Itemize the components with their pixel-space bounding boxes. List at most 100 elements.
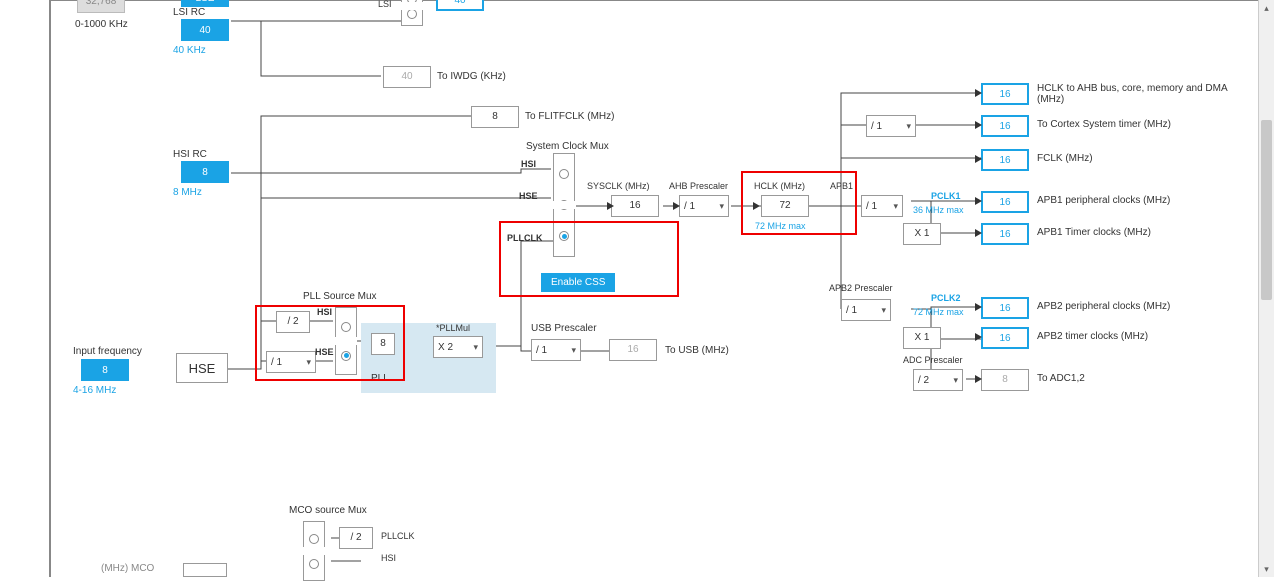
apb2-div-select[interactable]: / 1 ▾ (841, 299, 891, 321)
mco-pllclk: PLLCLK (381, 531, 415, 541)
lse-box: LSE (181, 0, 229, 7)
apb1-mult: X 1 (903, 223, 941, 245)
out-apb2-tim: 16 (981, 327, 1029, 349)
iwdg-value: 40 (383, 66, 431, 88)
sysmux-pll-radio[interactable] (559, 231, 569, 241)
iwdg-label: To IWDG (KHz) (437, 71, 506, 82)
out-apb2-tim-label: APB2 timer clocks (MHz) (1037, 331, 1148, 342)
chevron-down-icon: ▾ (571, 345, 576, 356)
chevron-down-icon: ▾ (306, 357, 311, 368)
out-cortex: 16 (981, 115, 1029, 137)
input-freq-label: Input frequency (73, 346, 142, 357)
sysmux-title: System Clock Mux (526, 141, 609, 152)
out-apb2-per: 16 (981, 297, 1029, 319)
pll-source-mux[interactable] (335, 307, 357, 375)
pllmul-value: X 2 (438, 342, 453, 353)
cortex-div-select[interactable]: / 1 ▾ (866, 115, 916, 137)
out-adc-label: To ADC1,2 (1037, 373, 1085, 384)
out-apb1-tim: 16 (981, 223, 1029, 245)
adc-title: ADC Prescaler (903, 355, 963, 365)
cortex-div-value: / 1 (871, 121, 882, 132)
top-range-label: 0-1000 KHz (75, 19, 128, 30)
lsi-unit: 40 KHz (173, 45, 206, 56)
pclk2-max: 72 MHz max (913, 307, 964, 317)
pclk1-max: 36 MHz max (913, 205, 964, 215)
hclk-value[interactable]: 72 (761, 195, 809, 217)
ahb-title: AHB Prescaler (669, 181, 728, 191)
mco-partial-label: (MHz) MCO (101, 563, 154, 574)
rtc-mux[interactable] (401, 0, 423, 26)
out-apb1-per: 16 (981, 191, 1029, 213)
hclk-max: 72 MHz max (755, 221, 806, 231)
pll-label: PLL (371, 373, 389, 384)
lsi-label: LSI RC (173, 7, 205, 18)
input-freq-value[interactable]: 8 (81, 359, 129, 381)
system-clock-mux[interactable] (553, 153, 575, 257)
pll-src-hse-radio[interactable] (341, 351, 351, 361)
pll-hsi-label: HSI (317, 307, 332, 317)
hsi-label: HSI RC (173, 149, 207, 160)
out-adc: 8 (981, 369, 1029, 391)
mco-title: MCO source Mux (289, 505, 367, 516)
hsi-value[interactable]: 8 (181, 161, 229, 183)
out-apb1-tim-label: APB1 Timer clocks (MHz) (1037, 227, 1151, 238)
sysmux-in1: HSI (521, 159, 536, 169)
apb1-div-value: / 1 (866, 201, 877, 212)
sysmux-in3: PLLCLK (507, 233, 543, 243)
usb-out-value: 16 (609, 339, 657, 361)
chevron-down-icon: ▾ (953, 375, 958, 386)
apb1-div-select[interactable]: / 1 ▾ (861, 195, 903, 217)
usb-div-select[interactable]: / 1 ▾ (531, 339, 581, 361)
scroll-up-icon[interactable]: ▴ (1259, 0, 1274, 16)
out-apb2-per-label: APB2 peripheral clocks (MHz) (1037, 301, 1170, 312)
flitfclk-label: To FLITFCLK (MHz) (525, 111, 614, 122)
mco-mux[interactable] (303, 521, 325, 581)
pll-src-title: PLL Source Mux (303, 291, 377, 302)
scroll-down-icon[interactable]: ▾ (1259, 561, 1274, 577)
sysclk-label: SYSCLK (MHz) (587, 181, 650, 191)
top-gray-value: 32,768 (77, 0, 125, 13)
mco-div2: / 2 (339, 527, 373, 549)
chevron-down-icon: ▾ (881, 305, 886, 316)
hse-div-select[interactable]: / 1 ▾ (266, 351, 316, 373)
adc-div-select[interactable]: / 2 ▾ (913, 369, 963, 391)
pclk2-label: PCLK2 (931, 293, 961, 303)
pll-hse-label: HSE (315, 347, 334, 357)
hse-box[interactable]: HSE (176, 353, 228, 383)
chevron-down-icon: ▾ (893, 201, 898, 212)
lsi-value[interactable]: 40 (181, 19, 229, 41)
vertical-scrollbar[interactable]: ▴ ▾ (1258, 0, 1274, 577)
usb-out-label: To USB (MHz) (665, 345, 729, 356)
lsi-sig-label: LSI (378, 0, 392, 9)
hse-div-value: / 1 (271, 357, 282, 368)
scroll-thumb[interactable] (1261, 120, 1272, 300)
pllmul-label: *PLLMul (436, 323, 470, 333)
apb2-title: APB2 Prescaler (829, 283, 893, 293)
sysmux-hsi-radio[interactable] (559, 169, 569, 179)
sysmux-in2: HSE (519, 191, 538, 201)
adc-div-value: / 2 (918, 375, 929, 386)
sysmux-hse-radio[interactable] (559, 200, 569, 210)
hsi-div2: / 2 (276, 311, 310, 333)
pll-src-hsi-radio[interactable] (341, 322, 351, 332)
usb-div-value: / 1 (536, 345, 547, 356)
chevron-down-icon: ▾ (473, 342, 478, 353)
sysclk-value[interactable]: 16 (611, 195, 659, 217)
usb-presc-title: USB Prescaler (531, 323, 597, 334)
mco-hsi: HSI (381, 553, 396, 563)
ahb-div-select[interactable]: / 1 ▾ (679, 195, 729, 217)
hclk-label: HCLK (MHz) (754, 181, 805, 191)
chevron-down-icon: ▾ (906, 121, 911, 132)
pclk1-label: PCLK1 (931, 191, 961, 201)
input-freq-range: 4-16 MHz (73, 385, 116, 396)
out-cortex-label: To Cortex System timer (MHz) (1037, 119, 1171, 130)
clock-tree-canvas: 32,768 0-1000 KHz LSE LSI RC 40 40 KHz L… (50, 0, 1274, 577)
out-ahb-bus-label: HCLK to AHB bus, core, memory and DMA (M… (1037, 83, 1237, 105)
enable-css-button[interactable]: Enable CSS (541, 273, 615, 292)
pllmul-select[interactable]: X 2 ▾ (433, 336, 483, 358)
out-ahb-bus: 16 (981, 83, 1029, 105)
rtc-out: 40 (436, 0, 484, 11)
ahb-div-value: / 1 (684, 201, 695, 212)
apb2-mult: X 1 (903, 327, 941, 349)
hsi-unit: 8 MHz (173, 187, 202, 198)
